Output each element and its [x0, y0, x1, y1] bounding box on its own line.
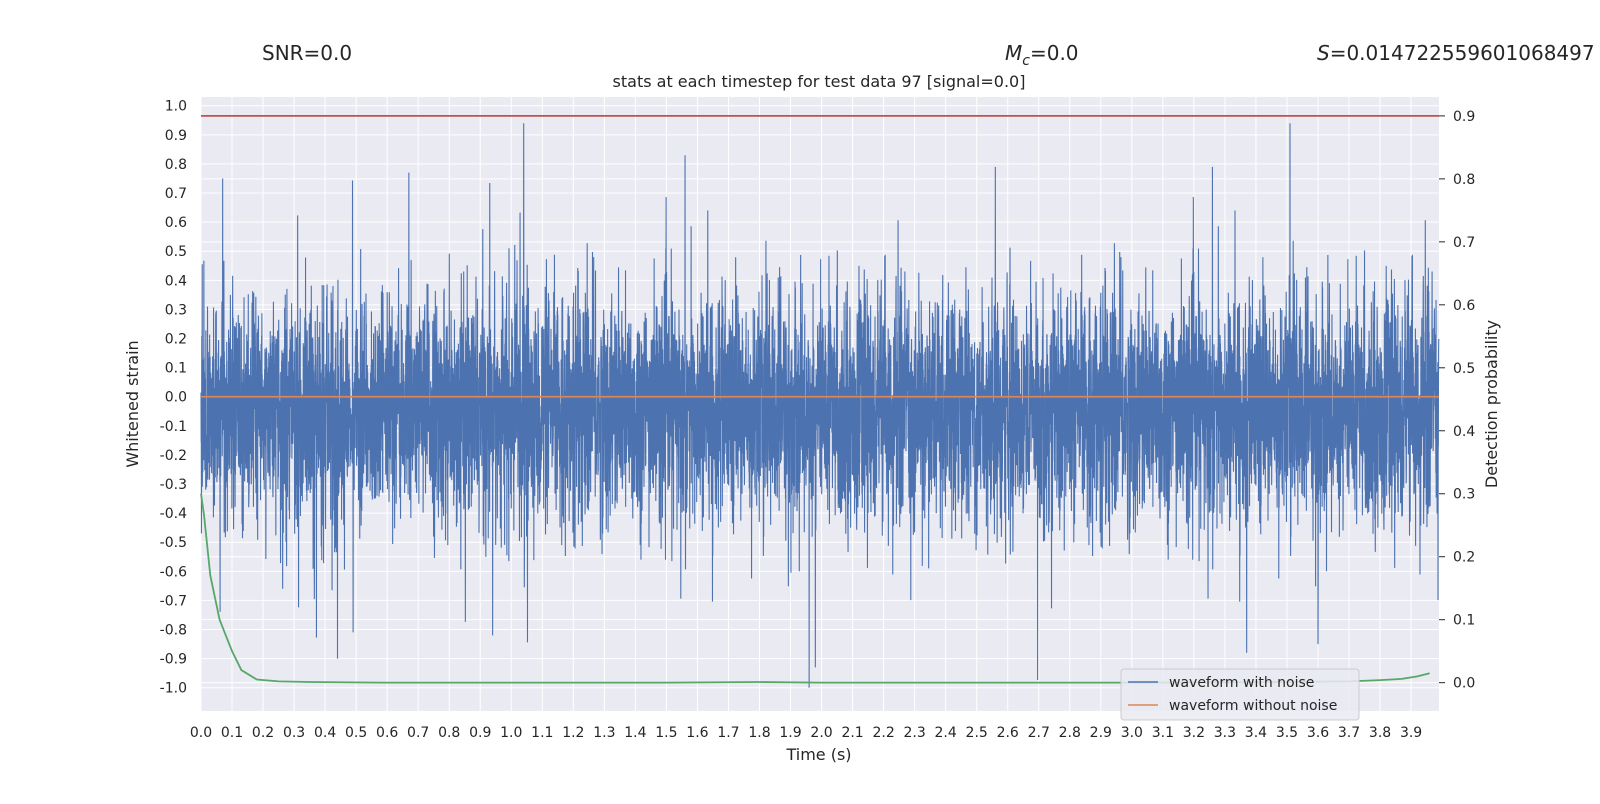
x-tick-label: 1.7 — [717, 725, 739, 741]
y-tick-label: -1.0 — [160, 681, 187, 697]
x-tick-label: 2.6 — [997, 725, 1019, 741]
series-waveform-with-noise — [200, 123, 1440, 688]
x-tick-label: 2.7 — [1028, 725, 1050, 741]
x-tick-label: 2.5 — [966, 725, 988, 741]
x-tick-label: 2.2 — [872, 725, 894, 741]
s-value: =0.014722559601068497 — [1330, 41, 1595, 65]
x-tick-label: 1.1 — [531, 725, 553, 741]
x-ticks: 0.0 0.1 0.2 0.3 0.4 0.5 0.6 0.7 0.8 0.9 1.0 1.1 1.2 1… — [190, 725, 1422, 741]
x-tick-label: 3.1 — [1152, 725, 1174, 741]
y-tick-label: 1.0 — [165, 99, 187, 115]
y-tick-label: 0.9 — [165, 128, 187, 144]
x-tick-label: 2.8 — [1059, 725, 1081, 741]
y2-tick-label: 0.0 — [1453, 676, 1475, 692]
y2-axis-label: Detection probability — [1482, 320, 1501, 488]
y2-tick-label: 0.7 — [1453, 235, 1475, 251]
x-tick-label: 2.9 — [1090, 725, 1112, 741]
y-tick-label: -0.1 — [160, 419, 187, 435]
y-tick-label: -0.5 — [160, 535, 187, 551]
mc-symbol: M — [1005, 41, 1022, 65]
x-tick-label: 0.8 — [438, 725, 460, 741]
y-tick-label: 0.0 — [165, 390, 187, 406]
y-ticks: 1.0 0.9 0.8 0.7 0.6 0.5 0.4 0.3 0.2 0.1 0.0 -0.1 -0.… — [160, 99, 187, 697]
x-tick-label: 2.4 — [935, 725, 957, 741]
x-tick-label: 3.9 — [1400, 725, 1422, 741]
x-tick-label: 1.5 — [655, 725, 677, 741]
x-axis-label: Time (s) — [785, 745, 851, 764]
y2-tick-label: 0.6 — [1453, 298, 1475, 314]
s-symbol: S — [1317, 41, 1330, 65]
x-tick-label: 0.3 — [283, 725, 305, 741]
legend-label-clean: waveform without noise — [1169, 698, 1337, 714]
y-tick-label: 0.7 — [165, 186, 187, 202]
y2-tick-label: 0.8 — [1453, 172, 1475, 188]
x-tick-label: 1.2 — [562, 725, 584, 741]
legend: waveform with noise waveform without noi… — [1120, 668, 1360, 721]
x-tick-label: 1.4 — [624, 725, 646, 741]
y-tick-label: -0.4 — [160, 506, 187, 522]
mc-label: Mc=0.0 — [1005, 41, 1079, 69]
x-tick-label: 3.2 — [1183, 725, 1205, 741]
y-axis-label: Whitened strain — [123, 340, 142, 467]
x-tick-label: 0.5 — [345, 725, 367, 741]
x-tick-label: 1.6 — [686, 725, 708, 741]
x-tick-label: 0.4 — [314, 725, 336, 741]
x-tick-label: 1.9 — [779, 725, 801, 741]
y-tick-label: 0.2 — [165, 332, 187, 348]
y-tick-label: 0.8 — [165, 157, 187, 173]
x-tick-label: 1.8 — [748, 725, 770, 741]
x-tick-label: 3.8 — [1369, 725, 1391, 741]
y2-tick-label: 0.2 — [1453, 550, 1475, 566]
chart-title: stats at each timestep for test data 97 … — [613, 72, 1026, 91]
y-tick-label: -0.2 — [160, 448, 187, 464]
y-tick-label: 0.4 — [165, 273, 187, 289]
x-tick-label: 0.1 — [221, 725, 243, 741]
y-tick-label: -0.7 — [160, 593, 187, 609]
x-tick-label: 0.9 — [469, 725, 491, 741]
x-tick-label: 0.6 — [376, 725, 398, 741]
legend-box — [1120, 668, 1360, 721]
x-tick-label: 0.7 — [407, 725, 429, 741]
y-tick-label: -0.9 — [160, 652, 187, 668]
x-tick-label: 1.0 — [500, 725, 522, 741]
x-tick-label: 2.0 — [810, 725, 832, 741]
x-tick-label: 3.4 — [1245, 725, 1267, 741]
x-tick-label: 0.0 — [190, 725, 212, 741]
x-tick-label: 3.3 — [1214, 725, 1236, 741]
mc-subscript: c — [1022, 53, 1030, 69]
y2-tick-label: 0.3 — [1453, 487, 1475, 503]
x-tick-label: 3.0 — [1121, 725, 1143, 741]
x-tick-label: 0.2 — [252, 725, 274, 741]
x-tick-label: 3.7 — [1338, 725, 1360, 741]
traces — [200, 114, 1440, 688]
y2-tick-label: 0.4 — [1453, 424, 1475, 440]
y-tick-label: -0.3 — [160, 477, 187, 493]
y-tick-label: 0.6 — [165, 215, 187, 231]
y-tick-label: 0.5 — [165, 244, 187, 260]
mc-value: =0.0 — [1030, 41, 1079, 65]
y-tick-label: 0.3 — [165, 302, 187, 318]
series-detection-probability — [200, 493, 1430, 684]
y2-tick-label: 0.5 — [1453, 361, 1475, 377]
x-tick-label: 2.3 — [904, 725, 926, 741]
x-tick-label: 3.5 — [1276, 725, 1298, 741]
y-tick-label: 0.1 — [165, 361, 187, 377]
x-tick-label: 3.6 — [1307, 725, 1329, 741]
x-tick-label: 2.1 — [841, 725, 863, 741]
y-tick-label: -0.6 — [160, 564, 187, 580]
legend-label-noise: waveform with noise — [1169, 675, 1314, 691]
y-tick-label: -0.8 — [160, 623, 187, 639]
snr-label: SNR=0.0 — [262, 41, 352, 65]
y2-ticks: 0.9 0.8 0.7 0.6 0.5 0.4 0.3 0.2 0.1 0.0 — [1439, 109, 1475, 692]
s-label: S=0.014722559601068497 — [1317, 41, 1595, 65]
x-tick-label: 1.3 — [593, 725, 615, 741]
y2-tick-label: 0.9 — [1453, 109, 1475, 125]
y2-tick-label: 0.1 — [1453, 613, 1475, 629]
